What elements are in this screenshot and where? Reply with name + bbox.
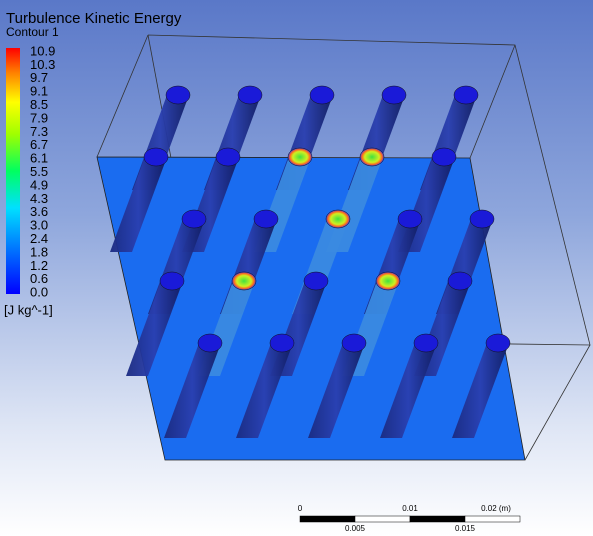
cylinder-top [238, 86, 262, 104]
cylinder-top [486, 334, 510, 352]
cylinder-top [342, 334, 366, 352]
cylinder-top [144, 148, 168, 166]
cylinder-top [398, 210, 422, 228]
cylinder-top [326, 210, 350, 228]
cylinder-top [454, 86, 478, 104]
cylinder-top [182, 210, 206, 228]
cylinder-top [198, 334, 222, 352]
cylinder-top [360, 148, 384, 166]
scale-label: 0 [298, 504, 303, 513]
scale-label: 0.005 [345, 524, 366, 533]
scale-label: 0.015 [455, 524, 476, 533]
box-edge [97, 35, 148, 157]
cylinder-top [382, 86, 406, 104]
cylinder-top [232, 272, 256, 290]
cylinder-top [254, 210, 278, 228]
cylinder-top [470, 210, 494, 228]
cylinder-top [166, 86, 190, 104]
cylinder-top [376, 272, 400, 290]
scene: Turbulence Kinetic Energy Contour 1 [J k… [0, 0, 593, 536]
cylinder-top [270, 334, 294, 352]
legend-unit: [J kg^-1] [4, 302, 53, 317]
cylinder-top [432, 148, 456, 166]
scale-segment [355, 516, 410, 522]
colorbar [6, 48, 20, 294]
box-edge [470, 45, 515, 158]
scale-segment [300, 516, 355, 522]
scale-label: 0.01 [402, 504, 418, 513]
box-edge [525, 345, 590, 460]
cylinder-top [216, 148, 240, 166]
legend-label: 0.0 [30, 285, 48, 300]
cylinder-top [304, 272, 328, 290]
scale-segment [465, 516, 520, 522]
cylinder-top [288, 148, 312, 166]
subtitle: Contour 1 [6, 25, 59, 39]
scale-segment [410, 516, 465, 522]
cylinder-top [414, 334, 438, 352]
viewport: Turbulence Kinetic Energy Contour 1 [J k… [0, 0, 593, 536]
cylinder-top [448, 272, 472, 290]
cylinder-top [310, 86, 334, 104]
scale-label: 0.02 (m) [481, 504, 511, 513]
cylinder-top [160, 272, 184, 290]
